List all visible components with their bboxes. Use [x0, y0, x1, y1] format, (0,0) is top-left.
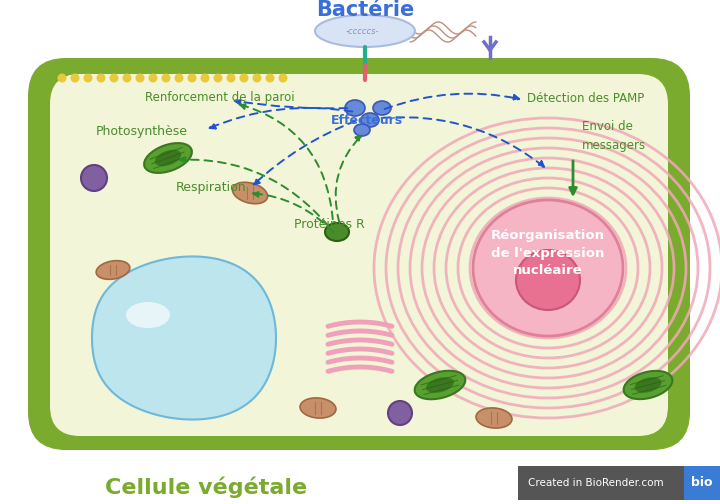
Ellipse shape — [266, 74, 274, 83]
Ellipse shape — [415, 371, 465, 399]
Polygon shape — [92, 257, 276, 419]
Bar — [518, 466, 720, 500]
Ellipse shape — [174, 74, 184, 83]
FancyBboxPatch shape — [28, 58, 690, 450]
Ellipse shape — [315, 15, 415, 47]
Text: Bactérie: Bactérie — [316, 0, 414, 20]
Ellipse shape — [240, 74, 248, 83]
Ellipse shape — [279, 74, 287, 83]
Ellipse shape — [161, 74, 171, 83]
Ellipse shape — [187, 74, 197, 83]
Ellipse shape — [214, 74, 222, 83]
Ellipse shape — [135, 74, 145, 83]
Ellipse shape — [122, 74, 132, 83]
Ellipse shape — [81, 165, 107, 191]
Ellipse shape — [200, 74, 210, 83]
Ellipse shape — [155, 150, 181, 166]
Ellipse shape — [96, 74, 106, 83]
Text: Respiration: Respiration — [176, 181, 247, 195]
Text: Photosynthèse: Photosynthèse — [96, 125, 188, 139]
Ellipse shape — [71, 74, 79, 83]
Ellipse shape — [624, 371, 672, 399]
Ellipse shape — [227, 74, 235, 83]
Text: -cccccs-: -cccccs- — [346, 28, 379, 36]
Ellipse shape — [345, 100, 365, 116]
Text: Effecteurs: Effecteurs — [331, 113, 403, 127]
Ellipse shape — [126, 302, 170, 328]
Ellipse shape — [354, 124, 370, 136]
Ellipse shape — [109, 74, 119, 83]
Ellipse shape — [96, 261, 130, 279]
Text: Renforcement de la paroi: Renforcement de la paroi — [145, 92, 294, 104]
Ellipse shape — [58, 74, 66, 83]
Text: Created in BioRender.com: Created in BioRender.com — [528, 478, 664, 488]
Ellipse shape — [300, 398, 336, 418]
FancyBboxPatch shape — [50, 74, 668, 436]
Ellipse shape — [476, 408, 512, 428]
Text: Protéines R: Protéines R — [294, 218, 365, 230]
Ellipse shape — [144, 143, 192, 173]
Text: Cellule végétale: Cellule végétale — [105, 476, 307, 498]
Text: bio: bio — [691, 476, 713, 489]
Ellipse shape — [361, 113, 379, 127]
Ellipse shape — [373, 101, 391, 115]
Ellipse shape — [426, 377, 454, 393]
Ellipse shape — [148, 74, 158, 83]
Text: Envoi de
messagers: Envoi de messagers — [582, 120, 646, 152]
Ellipse shape — [388, 401, 412, 425]
Bar — [684, 466, 720, 500]
Ellipse shape — [325, 223, 349, 241]
Ellipse shape — [253, 74, 261, 83]
Text: Réorganisation
de l'expression
nucléaire: Réorganisation de l'expression nucléaire — [491, 229, 605, 277]
Text: Détection des PAMP: Détection des PAMP — [527, 92, 644, 104]
Ellipse shape — [634, 377, 662, 393]
Ellipse shape — [84, 74, 92, 83]
Ellipse shape — [473, 200, 623, 336]
Ellipse shape — [516, 250, 580, 310]
Ellipse shape — [233, 182, 268, 204]
